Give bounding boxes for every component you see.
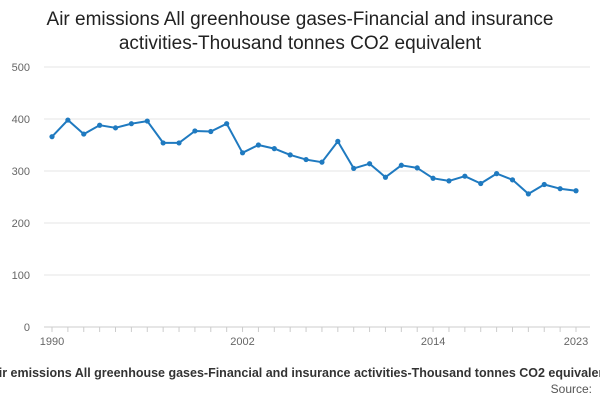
series-line <box>51 119 577 195</box>
data-point <box>303 156 309 163</box>
x-tick-label: 1990 <box>40 336 64 348</box>
data-point <box>49 134 55 140</box>
data-point <box>208 128 214 135</box>
y-tick-label: 500 <box>12 62 30 74</box>
legend-label: Air emissions All greenhouse gases-Finan… <box>0 366 600 380</box>
data-point <box>112 125 119 131</box>
data-point <box>65 117 71 123</box>
data-point <box>81 131 87 137</box>
data-point <box>128 121 134 127</box>
data-point <box>494 171 500 177</box>
data-point <box>287 152 293 158</box>
source-label: Source: <box>550 382 592 396</box>
chart-title-line-2: activities-Thousand tonnes CO2 equivalen… <box>118 33 482 54</box>
data-point <box>382 174 389 180</box>
y-tick-label: 200 <box>12 218 30 230</box>
data-point <box>319 159 325 165</box>
x-tick-label: 2014 <box>421 336 445 348</box>
x-tick-label: 2002 <box>230 336 254 348</box>
y-tick-label: 0 <box>24 322 30 334</box>
data-point <box>144 118 150 124</box>
data-point <box>557 186 563 192</box>
data-point <box>176 140 182 146</box>
data-point <box>224 121 230 127</box>
data-point <box>414 165 420 171</box>
y-tick-label: 300 <box>12 166 30 178</box>
data-point <box>478 180 484 187</box>
data-point <box>509 177 516 183</box>
data-point <box>366 161 373 167</box>
data-point <box>192 128 198 134</box>
data-point <box>160 140 166 146</box>
data-point <box>398 162 404 168</box>
data-point <box>446 178 452 184</box>
data-point <box>239 150 246 156</box>
data-point <box>97 122 103 128</box>
data-point <box>525 191 531 197</box>
x-tick-label: 2023 <box>564 336 588 348</box>
y-tick-label: 100 <box>12 270 30 282</box>
data-point <box>271 146 277 152</box>
data-point <box>351 165 357 171</box>
data-point <box>430 175 436 181</box>
data-point <box>541 181 547 188</box>
data-point <box>255 142 262 148</box>
chart-title: Air emissions All greenhouse gases-Finan… <box>0 8 600 56</box>
chart-title-line-1: Air emissions All greenhouse gases-Finan… <box>46 9 554 30</box>
data-point <box>462 173 468 179</box>
y-tick-label: 400 <box>12 114 30 126</box>
data-point <box>335 138 341 144</box>
data-point <box>573 188 579 194</box>
